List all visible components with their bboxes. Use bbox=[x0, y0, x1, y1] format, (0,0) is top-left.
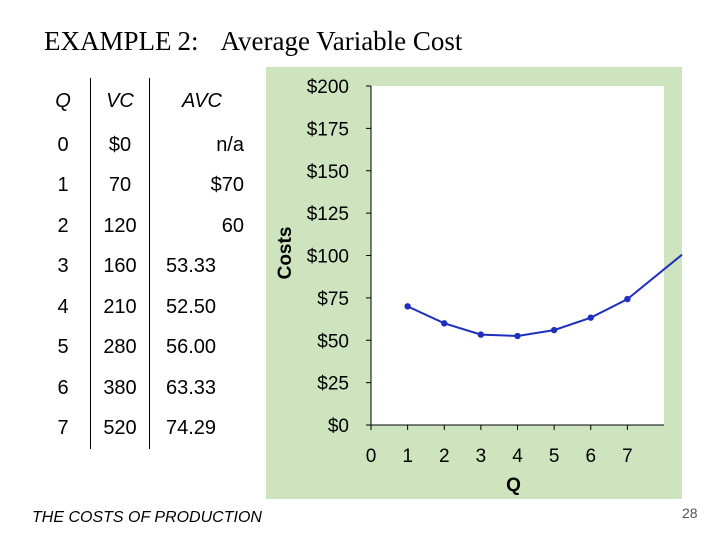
y-axis-title: Costs bbox=[275, 227, 296, 280]
x-axis-title: Q bbox=[506, 475, 521, 496]
cell-q: 6 bbox=[57, 376, 69, 399]
x-tick-label: 4 bbox=[512, 446, 523, 467]
y-tick-label: $200 bbox=[307, 77, 349, 98]
x-tick-label: 3 bbox=[476, 446, 487, 467]
header-avc: AVC bbox=[149, 78, 254, 125]
table-header-row: Q VC AVC bbox=[36, 78, 254, 125]
cell-vc: 520 bbox=[90, 408, 150, 449]
plot-area bbox=[371, 86, 664, 425]
y-tick-label: $75 bbox=[317, 289, 349, 310]
cell-q: 5 bbox=[57, 336, 69, 359]
slide-title: EXAMPLE 2: Average Variable Cost bbox=[44, 26, 462, 57]
x-tick-label: 6 bbox=[585, 446, 596, 467]
title-prefix: EXAMPLE bbox=[44, 26, 172, 56]
x-tick-label: 5 bbox=[549, 446, 560, 467]
cell-vc: $0 bbox=[90, 125, 150, 166]
cell-avc: 63.33 bbox=[149, 368, 254, 409]
avc-point bbox=[587, 314, 594, 321]
y-tick-label: $100 bbox=[307, 247, 349, 268]
cell-vc: 380 bbox=[90, 368, 150, 409]
footer-text: THE COSTS OF PRODUCTION bbox=[32, 509, 262, 526]
avc-line bbox=[407, 253, 683, 338]
table-row: 0 $0 n/a bbox=[36, 125, 254, 166]
cell-avc: 60 bbox=[149, 206, 254, 247]
cell-vc: 70 bbox=[90, 165, 150, 206]
header-vc: VC bbox=[90, 78, 150, 125]
avc-point bbox=[624, 295, 631, 303]
table-row: 4 210 52.50 bbox=[36, 287, 254, 328]
cell-q: 0 bbox=[57, 133, 69, 156]
y-tick-label: $125 bbox=[307, 204, 349, 225]
cell-q: 3 bbox=[57, 255, 69, 278]
cell-avc: 74.29 bbox=[149, 408, 254, 449]
avc-point bbox=[514, 332, 521, 340]
cell-avc: 53.33 bbox=[149, 246, 254, 287]
avc-point bbox=[441, 320, 448, 327]
x-tick-label: 0 bbox=[366, 446, 377, 467]
y-tick-label: $150 bbox=[307, 162, 349, 183]
page-number: 28 bbox=[682, 505, 698, 521]
table-row: 1 70 $70 bbox=[36, 165, 254, 206]
cell-q: 2 bbox=[57, 214, 69, 237]
cell-q: 7 bbox=[57, 417, 69, 440]
table-row: 6 380 63.33 bbox=[36, 368, 254, 409]
cell-avc: 56.00 bbox=[149, 327, 254, 368]
x-tick-label: 2 bbox=[439, 446, 450, 467]
header-q: Q bbox=[55, 90, 71, 112]
cell-vc: 160 bbox=[90, 246, 150, 287]
cell-q: 4 bbox=[57, 295, 69, 318]
y-tick-label: $25 bbox=[317, 374, 349, 395]
title-text: Average Variable Cost bbox=[220, 26, 463, 56]
table-row: 7 520 74.29 bbox=[36, 408, 254, 449]
avc-point bbox=[550, 326, 558, 334]
cost-table: Q VC AVC 0 $0 n/a 1 70 $70 2 120 60 3 16… bbox=[36, 78, 254, 449]
title-number: 2: bbox=[177, 26, 199, 56]
table-row: 2 120 60 bbox=[36, 206, 254, 247]
cell-vc: 210 bbox=[90, 287, 150, 328]
y-tick-label: $50 bbox=[317, 331, 349, 352]
cell-avc: $70 bbox=[149, 165, 254, 206]
cell-q: 1 bbox=[57, 174, 69, 197]
x-tick-label: 1 bbox=[402, 446, 413, 467]
avc-point bbox=[404, 303, 411, 310]
cell-avc: 52.50 bbox=[149, 287, 254, 328]
cell-vc: 280 bbox=[90, 327, 150, 368]
y-tick-label: $0 bbox=[328, 416, 349, 437]
cell-avc: n/a bbox=[149, 125, 254, 166]
table-row: 5 280 56.00 bbox=[36, 327, 254, 368]
avc-point bbox=[477, 331, 485, 338]
y-tick-label: $175 bbox=[307, 119, 349, 140]
x-tick-label: 7 bbox=[622, 446, 633, 467]
table-row: 3 160 53.33 bbox=[36, 246, 254, 287]
cell-vc: 120 bbox=[90, 206, 150, 247]
